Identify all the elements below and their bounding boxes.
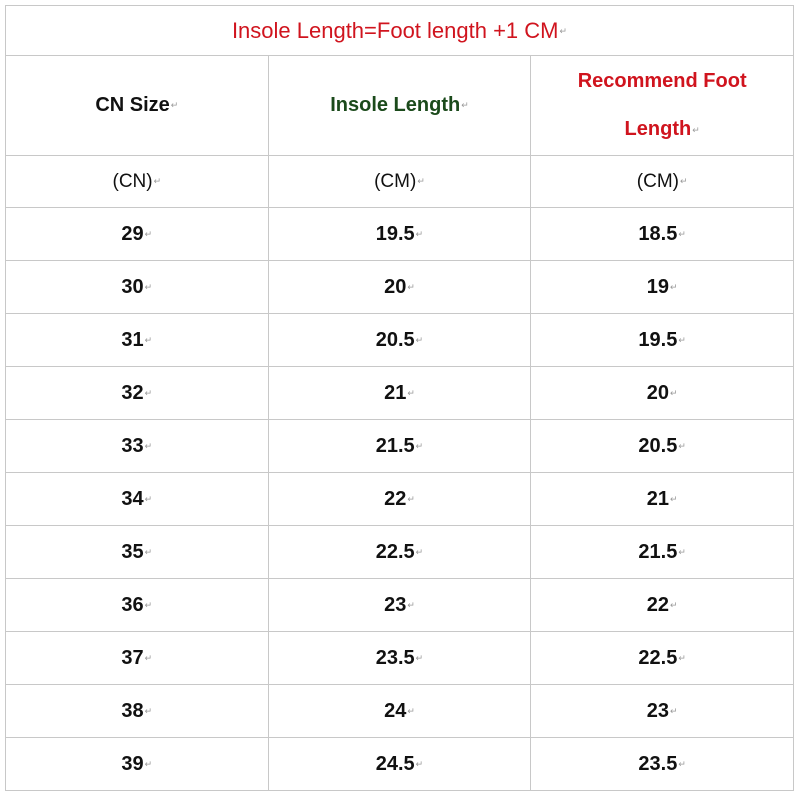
table-row: 35 22.5 21.5 (5, 525, 794, 579)
insole-length-cell: 21.5 (376, 435, 423, 457)
unit-insole: (CM) (374, 171, 425, 192)
foot-length-cell: 22 (647, 594, 678, 616)
insole-length-cell: 20.5 (376, 329, 423, 351)
cn-size-cell: 38 (121, 700, 152, 722)
title-row: Insole Length=Foot length +1 CM (5, 5, 794, 56)
table-row: 32 21 20 (5, 366, 794, 420)
cn-size-cell: 35 (121, 541, 152, 563)
table-row: 31 20.5 19.5 (5, 313, 794, 367)
insole-length-cell: 23.5 (376, 647, 423, 669)
size-chart-table: Insole Length=Foot length +1 CM CN Size … (5, 5, 794, 791)
cn-size-cell: 32 (121, 382, 152, 404)
cn-size-cell: 29 (121, 223, 152, 245)
header-row: CN Size Insole Length Recommend Foot Len… (5, 55, 794, 156)
insole-length-cell: 20 (384, 276, 415, 298)
table-row: 34 22 21 (5, 472, 794, 526)
header-cn-size: CN Size (95, 94, 178, 116)
cn-size-cell: 37 (121, 647, 152, 669)
cn-size-cell: 36 (121, 594, 152, 616)
unit-foot: (CM) (637, 171, 688, 192)
foot-length-cell: 18.5 (638, 223, 685, 245)
unit-cn: (CN) (113, 171, 162, 192)
table-row: 36 23 22 (5, 578, 794, 632)
insole-length-cell: 21 (384, 382, 415, 404)
foot-length-cell: 19 (647, 276, 678, 298)
insole-length-cell: 23 (384, 594, 415, 616)
cn-size-cell: 31 (121, 329, 152, 351)
chart-title: Insole Length=Foot length +1 CM (232, 18, 567, 43)
insole-length-cell: 22 (384, 488, 415, 510)
header-recommend-foot-length: Recommend Foot Length (547, 57, 777, 154)
table-row: 30 20 19 (5, 260, 794, 314)
table-row: 37 23.5 22.5 (5, 631, 794, 685)
cn-size-cell: 33 (121, 435, 152, 457)
foot-length-cell: 20 (647, 382, 678, 404)
foot-length-cell: 23.5 (638, 753, 685, 775)
foot-length-cell: 19.5 (638, 329, 685, 351)
foot-length-cell: 21 (647, 488, 678, 510)
foot-length-cell: 20.5 (638, 435, 685, 457)
foot-length-cell: 21.5 (638, 541, 685, 563)
table-row: 33 21.5 20.5 (5, 419, 794, 473)
insole-length-cell: 24 (384, 700, 415, 722)
insole-length-cell: 24.5 (376, 753, 423, 775)
foot-length-cell: 22.5 (638, 647, 685, 669)
foot-length-cell: 23 (647, 700, 678, 722)
insole-length-cell: 19.5 (376, 223, 423, 245)
units-row: (CN) (CM) (CM) (5, 155, 794, 208)
cn-size-cell: 39 (121, 753, 152, 775)
table-row: 38 24 23 (5, 684, 794, 738)
table-row: 29 19.5 18.5 (5, 207, 794, 261)
table-row: 39 24.5 23.5 (5, 737, 794, 791)
insole-length-cell: 22.5 (376, 541, 423, 563)
cn-size-cell: 34 (121, 488, 152, 510)
header-insole-length: Insole Length (330, 94, 469, 116)
cn-size-cell: 30 (121, 276, 152, 298)
